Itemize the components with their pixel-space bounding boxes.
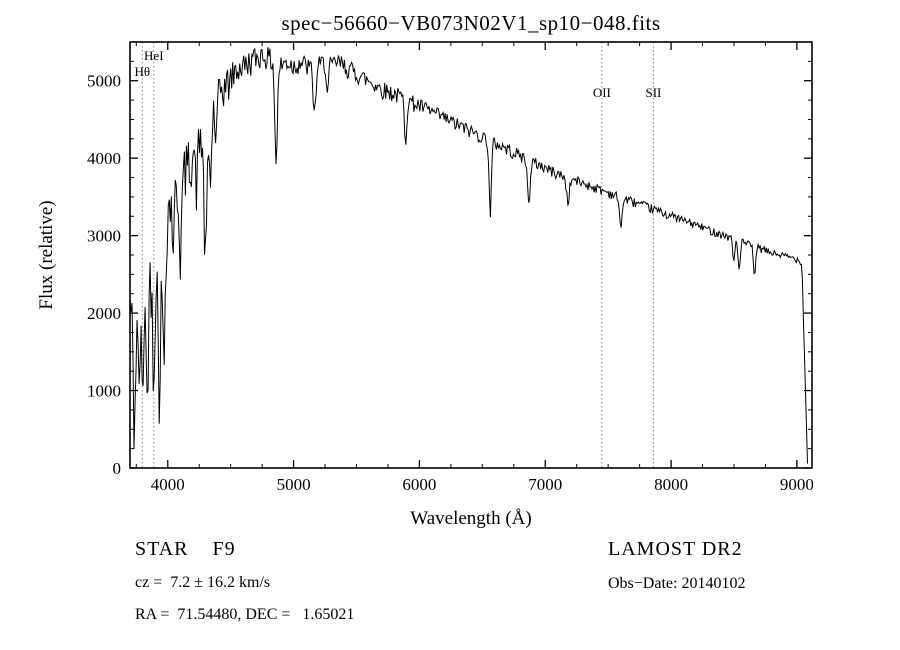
y-tick-label: 4000 [87,149,121,168]
axis-ticks [130,41,812,469]
object-class-line: STAR F9 [135,538,236,560]
tick-labels: 4000 5000 6000 7000 8000 9000 0 1000 2000 3000 400… [87,72,814,494]
x-tick-label: 6000 [402,475,436,494]
marker-label-Hθ: Hθ [135,64,151,79]
y-tick-label: 3000 [87,227,121,246]
x-tick-label: 4000 [151,475,185,494]
x-tick-label: 8000 [654,475,688,494]
marker-label-OII: OII [593,85,611,100]
y-tick-label: 0 [113,459,122,478]
marker-label-SII: SII [646,85,662,100]
x-tick-label: 5000 [277,475,311,494]
y-tick-label: 1000 [87,382,121,401]
y-tick-label: 2000 [87,304,121,323]
y-axis-label: Flux (relative) [36,200,57,309]
x-axis-label: Wavelength (Å) [410,508,531,529]
y-tick-label: 5000 [87,72,121,91]
ra-dec-line: RA = 71.54480, DEC = 1.65021 [135,606,355,623]
obs-date-label: Obs−Date: 20140102 [608,575,746,592]
plot-title: spec−56660−VB073N02V1_sp10−048.fits [281,11,660,35]
survey-label: LAMOST DR2 [608,538,743,560]
marker-label-HeI: HeI [144,48,164,63]
x-tick-label: 9000 [780,475,814,494]
spectrum-trace [129,47,808,464]
plot-frame [129,41,813,469]
cz-line: cz = 7.2 ± 16.2 km/s [135,574,271,591]
x-tick-label: 7000 [528,475,562,494]
